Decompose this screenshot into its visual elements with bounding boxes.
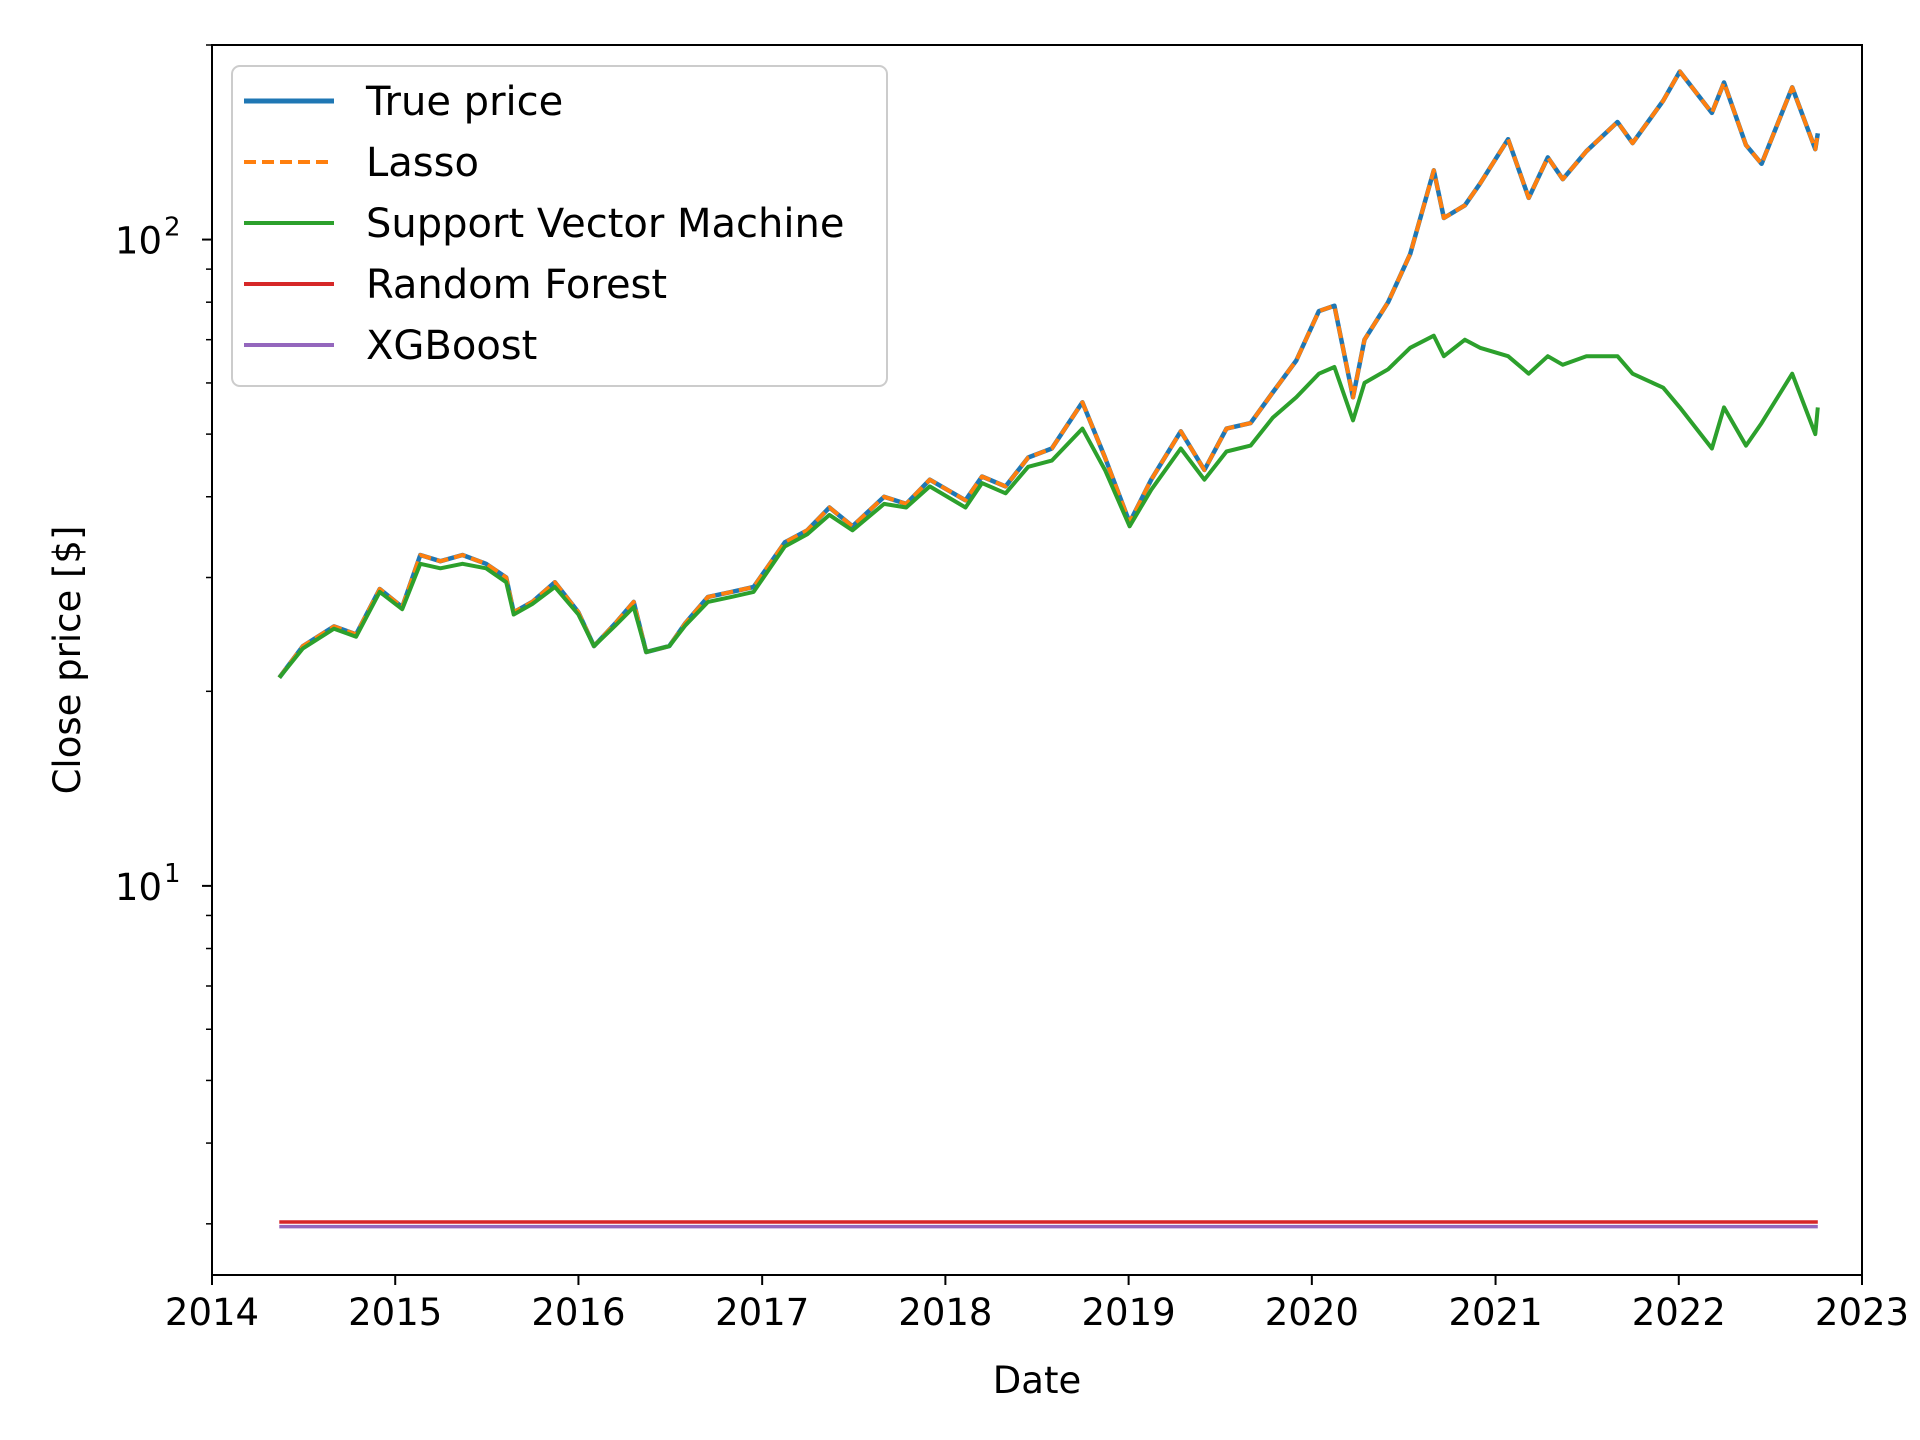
x-tick-label: 2020	[1265, 1291, 1359, 1334]
legend-box	[231, 65, 888, 387]
x-tick-label: 2021	[1448, 1291, 1542, 1334]
legend: True price Lasso Support Vector Machine Ran…	[231, 65, 888, 387]
x-axis: 2014 2015 2016 2017 2018 2019 2020 2021 2022 2023	[165, 1275, 1909, 1334]
x-tick-label: 2016	[531, 1291, 625, 1334]
y-tick-exponent: 1	[164, 859, 181, 889]
x-axis-label: Date	[993, 1359, 1081, 1402]
legend-label: Random Forest	[366, 262, 667, 308]
x-tick-label: 2015	[348, 1291, 442, 1334]
x-tick-label: 2014	[165, 1291, 259, 1334]
legend-label: XGBoost	[366, 323, 537, 369]
y-tick-label: 10	[115, 866, 162, 909]
series-layer	[277, 69, 1821, 1229]
x-tick-label: 2023	[1815, 1291, 1909, 1334]
y-axis-label: Close price [$]	[46, 526, 89, 795]
y-tick-label: 10	[115, 220, 162, 263]
legend-label: True price	[365, 79, 563, 125]
series-line-2	[277, 333, 1820, 679]
x-tick-label: 2022	[1632, 1291, 1726, 1334]
y-tick-exponent: 2	[164, 213, 181, 243]
legend-label: Support Vector Machine	[366, 201, 844, 247]
x-tick-label: 2017	[715, 1291, 809, 1334]
x-tick-label: 2018	[898, 1291, 992, 1334]
x-tick-label: 2019	[1082, 1291, 1176, 1334]
legend-label: Lasso	[366, 140, 479, 186]
